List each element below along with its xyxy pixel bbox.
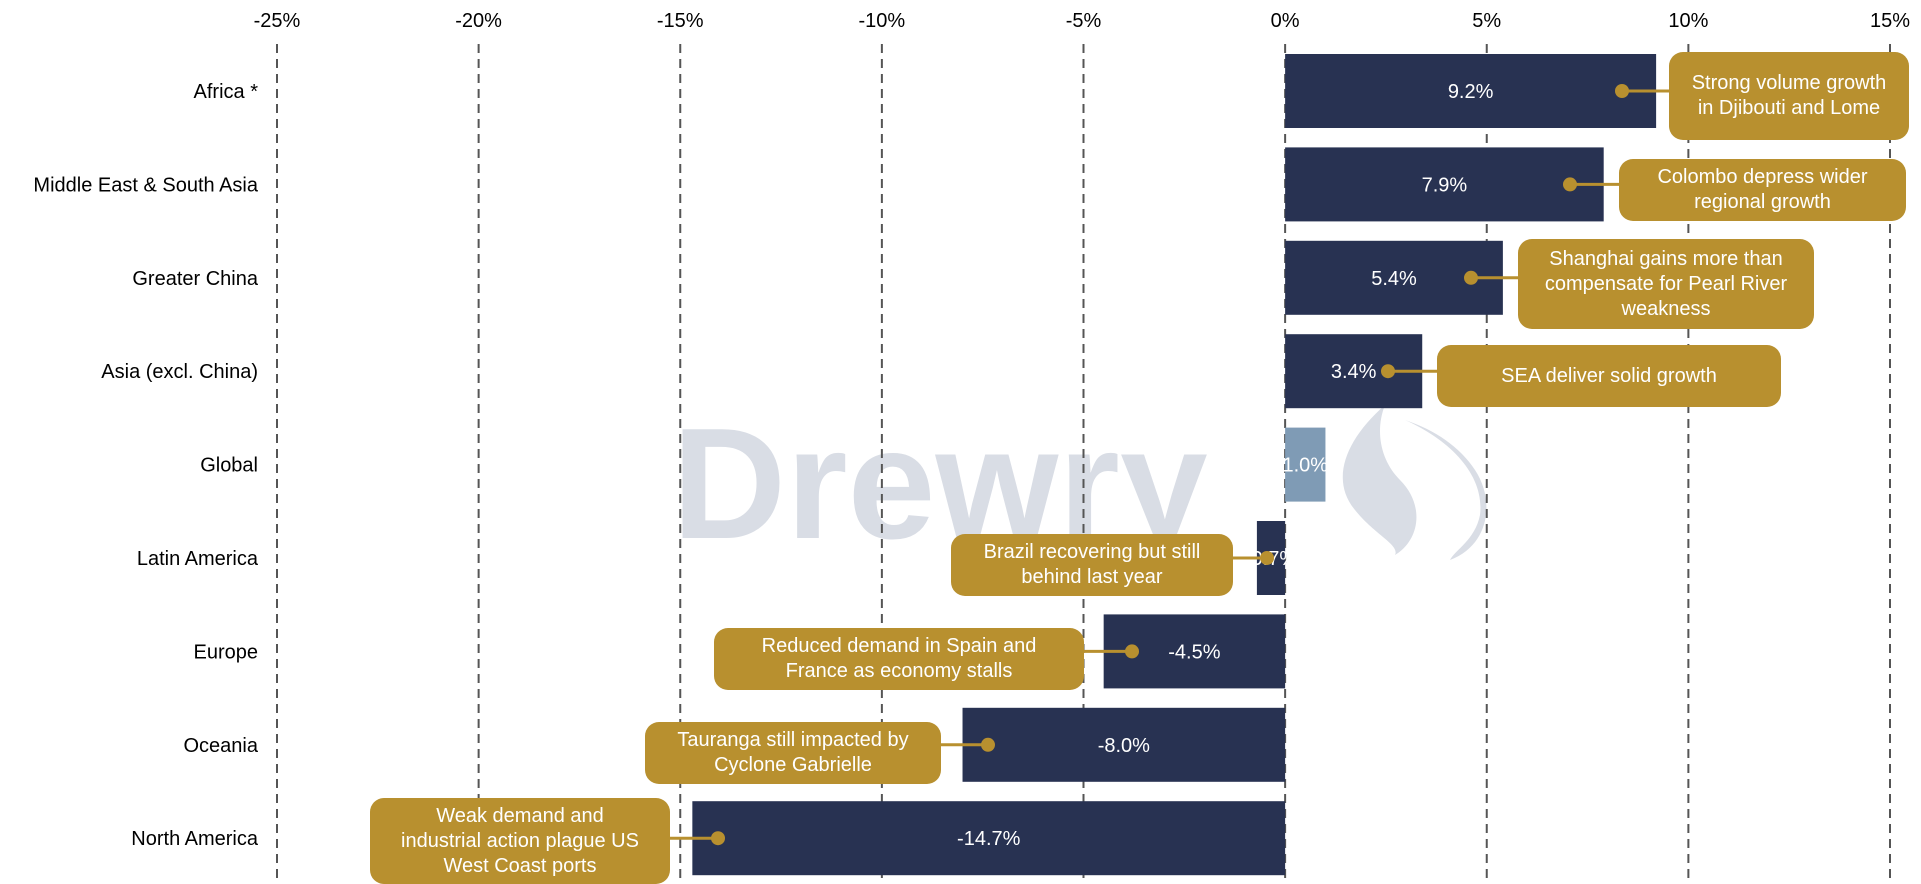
watermark: Drewry xyxy=(672,396,1487,572)
callout-text: Strong volume growth in Djibouti and Lome xyxy=(1692,71,1887,121)
callout-box: Colombo depress wider regional growth xyxy=(1619,159,1906,221)
callout-text-line: Reduced demand in Spain and xyxy=(761,635,1037,657)
callout-text-line: West Coast ports xyxy=(443,854,597,877)
callout-text: Colombo depress wider regional growth xyxy=(1657,165,1867,215)
callout-text-line: Weak demand and xyxy=(436,804,604,827)
bar xyxy=(1285,147,1604,222)
callout-text: Brazil recovering but still behind last y… xyxy=(984,540,1201,590)
bar-value-label: 1.0% xyxy=(1282,455,1328,477)
callout-text-line: Cyclone Gabrielle xyxy=(714,754,872,776)
bar xyxy=(1285,427,1326,502)
category-labels: Africa * Middle East & South Asia Greater … xyxy=(33,81,258,850)
callout-text-line: compensate for Pearl River xyxy=(1544,272,1788,295)
callout-text-line: Colombo depress wider xyxy=(1657,166,1868,188)
callout-text: SEA deliver solid growth xyxy=(1501,364,1717,389)
callout-dot xyxy=(1381,364,1395,379)
callout-text: Tauranga still impacted by Cyclone Gabrie… xyxy=(677,728,908,778)
callout-dot xyxy=(1260,551,1274,565)
x-tick-label: -25% xyxy=(254,10,301,32)
callout-box: Weak demand and industrial action plague … xyxy=(370,798,670,884)
callout-box: Brazil recovering but still behind last y… xyxy=(951,534,1233,596)
callout-text-line: weakness xyxy=(1621,297,1711,320)
callout-text: Shanghai gains more than compensate for P… xyxy=(1545,247,1787,322)
callout-box: Strong volume growth in Djibouti and Lome xyxy=(1669,52,1909,140)
watermark-logo-icon xyxy=(1342,405,1487,560)
callout-dot xyxy=(1464,270,1478,285)
callout-dot xyxy=(1125,644,1139,659)
callout-text-line: industrial action plague US xyxy=(401,829,639,852)
x-tick-label: 5% xyxy=(1472,10,1501,32)
callout-text: Weak demand and industrial action plague … xyxy=(401,804,639,879)
category-label: Global xyxy=(200,455,258,477)
bar xyxy=(692,801,1286,876)
callout-text-line: SEA deliver solid growth xyxy=(1501,364,1717,387)
callout-text-line: Tauranga still impacted by xyxy=(677,729,909,751)
x-tick-label: -15% xyxy=(657,10,704,32)
bar-value-label: 3.4% xyxy=(1331,361,1377,383)
callout-text-line: Strong volume growth xyxy=(1691,72,1887,94)
category-label: Africa * xyxy=(194,81,259,103)
bar-value-label: -4.5% xyxy=(1168,641,1220,663)
bar-value-label: 9.2% xyxy=(1448,81,1494,103)
category-label: Oceania xyxy=(184,735,259,757)
callout-box: Tauranga still impacted by Cyclone Gabrie… xyxy=(645,722,941,784)
callout-text: Reduced demand in Spain and France as eco… xyxy=(762,634,1037,684)
callout-text-line: behind last year xyxy=(1021,566,1163,588)
bar-value-label: 7.9% xyxy=(1422,174,1468,196)
x-tick-label: 10% xyxy=(1668,10,1708,32)
x-tick-label: -10% xyxy=(859,10,906,32)
category-label: Greater China xyxy=(132,268,258,290)
callout-dot xyxy=(1615,84,1629,98)
x-tick-label: -20% xyxy=(455,10,502,32)
callout-box: Shanghai gains more than compensate for P… xyxy=(1518,239,1814,329)
bar-value-label: -14.7% xyxy=(957,828,1021,850)
callout-dot xyxy=(711,831,725,846)
bar-value-label: 5.4% xyxy=(1371,268,1417,290)
category-label: Asia (excl. China) xyxy=(101,361,258,383)
x-axis-ticks: -25% -20% -15% -10% -5% 0% 5% 10% 15% xyxy=(254,10,1911,32)
callout-dot xyxy=(1563,177,1577,192)
callout-text-line: Brazil recovering but still xyxy=(983,541,1201,563)
callout-box: Reduced demand in Spain and France as eco… xyxy=(714,628,1084,690)
callout-text-line: Shanghai gains more than xyxy=(1549,247,1783,270)
category-label: Middle East & South Asia xyxy=(33,174,258,196)
x-tick-label: 15% xyxy=(1870,10,1910,32)
callout-text-line: in Djibouti and Lome xyxy=(1697,97,1881,119)
callout-connectors xyxy=(670,84,1669,846)
bar xyxy=(1285,54,1657,128)
x-tick-label: 0% xyxy=(1271,10,1300,32)
category-label: Latin America xyxy=(137,548,259,570)
x-tick-label: -5% xyxy=(1066,10,1102,32)
category-label: Europe xyxy=(194,641,259,663)
callout-dot xyxy=(981,737,995,752)
category-label: North America xyxy=(131,828,259,850)
bars: 9.2%7.9%5.4%3.4%1.0%-0.7%-4.5%-8.0%-14.7… xyxy=(692,54,1657,876)
callout-text-line: France as economy stalls xyxy=(785,660,1013,682)
callout-text-line: regional growth xyxy=(1694,191,1831,213)
bar-value-label: -8.0% xyxy=(1098,735,1150,757)
bar xyxy=(962,707,1286,782)
callout-box: SEA deliver solid growth xyxy=(1437,345,1781,407)
